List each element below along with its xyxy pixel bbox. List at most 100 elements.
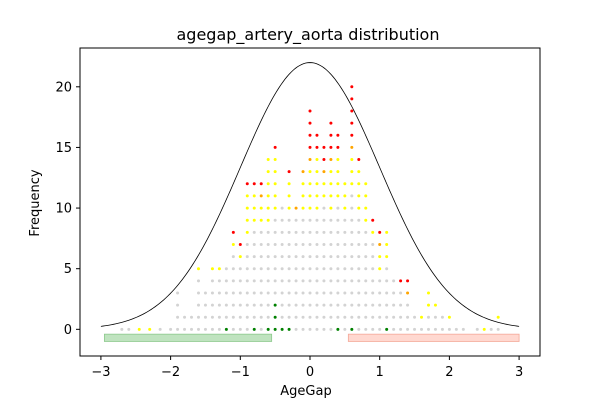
dot-gray [378, 291, 382, 295]
dot-gray [413, 327, 417, 331]
dot-yellow [385, 242, 389, 246]
dot-yellow [252, 206, 256, 210]
dot-gray [273, 218, 277, 222]
x-tick-label: −1 [231, 365, 250, 380]
dot-gray [120, 327, 124, 331]
dot-gray [210, 315, 214, 319]
dot-gray [308, 303, 312, 307]
dot-red [287, 170, 291, 174]
dot-gray [350, 291, 354, 295]
dot-yellow [217, 267, 221, 271]
dot-gray [301, 218, 305, 222]
dot-yellow [357, 170, 361, 174]
dot-gray [203, 291, 207, 295]
dot-gray [315, 327, 319, 331]
dots-group [120, 85, 500, 331]
dot-yellow [287, 194, 291, 198]
dot-gray [440, 327, 444, 331]
dot-gray [287, 279, 291, 283]
dot-green [266, 327, 270, 331]
dot-yellow [378, 267, 382, 271]
dot-gray [496, 327, 500, 331]
dot-yellow [266, 206, 270, 210]
dot-yellow [245, 218, 249, 222]
dot-gray [224, 279, 228, 283]
dot-gray [259, 230, 263, 234]
dot-gray [322, 242, 326, 246]
dot-red [329, 121, 333, 125]
dot-gray [259, 267, 263, 271]
dot-gray [252, 303, 256, 307]
dot-yellow [259, 218, 263, 222]
dot-gray [238, 291, 242, 295]
dot-gray [217, 291, 221, 295]
dot-gray [426, 315, 430, 319]
dot-gray [371, 315, 375, 319]
dot-gray [447, 327, 451, 331]
dot-yellow [238, 255, 242, 259]
dot-gray [371, 303, 375, 307]
dot-gray [308, 242, 312, 246]
dot-gray [196, 279, 200, 283]
dot-gray [426, 327, 430, 331]
dot-gray [203, 303, 207, 307]
dot-gray [336, 279, 340, 283]
dot-yellow [273, 194, 277, 198]
dot-gray [461, 327, 465, 331]
dot-gray [399, 291, 403, 295]
dot-yellow [329, 194, 333, 198]
dot-gray [385, 303, 389, 307]
dot-yellow [266, 182, 270, 186]
dot-green [252, 327, 256, 331]
x-axis-label: AgeGap [280, 384, 331, 399]
dot-gray [322, 315, 326, 319]
dot-gray [280, 291, 284, 295]
dot-yellow [496, 315, 500, 319]
dot-gray [266, 242, 270, 246]
dot-gray [392, 279, 396, 283]
dot-gray [301, 230, 305, 234]
dot-gray [364, 255, 368, 259]
dot-red [350, 121, 354, 125]
dot-gray [371, 242, 375, 246]
dot-yellow [364, 218, 368, 222]
dot-yellow [322, 194, 326, 198]
dot-gray [336, 255, 340, 259]
dot-gray [294, 327, 298, 331]
dot-gray [273, 267, 277, 271]
dot-gray [357, 218, 361, 222]
dot-gray [287, 242, 291, 246]
dot-yellow [315, 158, 319, 162]
dot-gray [322, 255, 326, 259]
y-tick-label: 5 [64, 262, 72, 277]
dot-yellow [378, 255, 382, 259]
dot-gray [245, 255, 249, 259]
dot-gray [252, 279, 256, 283]
dot-gray [203, 327, 207, 331]
dot-gray [329, 327, 333, 331]
dot-gray [190, 315, 194, 319]
dot-gray [273, 291, 277, 295]
dot-gray [176, 303, 180, 307]
dot-gray [350, 218, 354, 222]
dot-gray [259, 255, 263, 259]
dot-gray [399, 315, 403, 319]
dot-gray [301, 291, 305, 295]
dot-orange [350, 145, 354, 149]
dot-red [329, 133, 333, 137]
x-tick-label: 1 [376, 365, 384, 380]
dot-green [224, 327, 228, 331]
dot-gray [217, 327, 221, 331]
dot-gray [224, 315, 228, 319]
dot-gray [364, 279, 368, 283]
y-tick-label: 15 [55, 141, 72, 156]
dot-orange [301, 170, 305, 174]
dot-gray [294, 267, 298, 271]
dot-gray [266, 303, 270, 307]
dot-gray [273, 242, 277, 246]
dot-gray [301, 255, 305, 259]
dot-gray [322, 267, 326, 271]
dot-gray [183, 315, 187, 319]
dot-gray [210, 279, 214, 283]
dot-gray [364, 291, 368, 295]
